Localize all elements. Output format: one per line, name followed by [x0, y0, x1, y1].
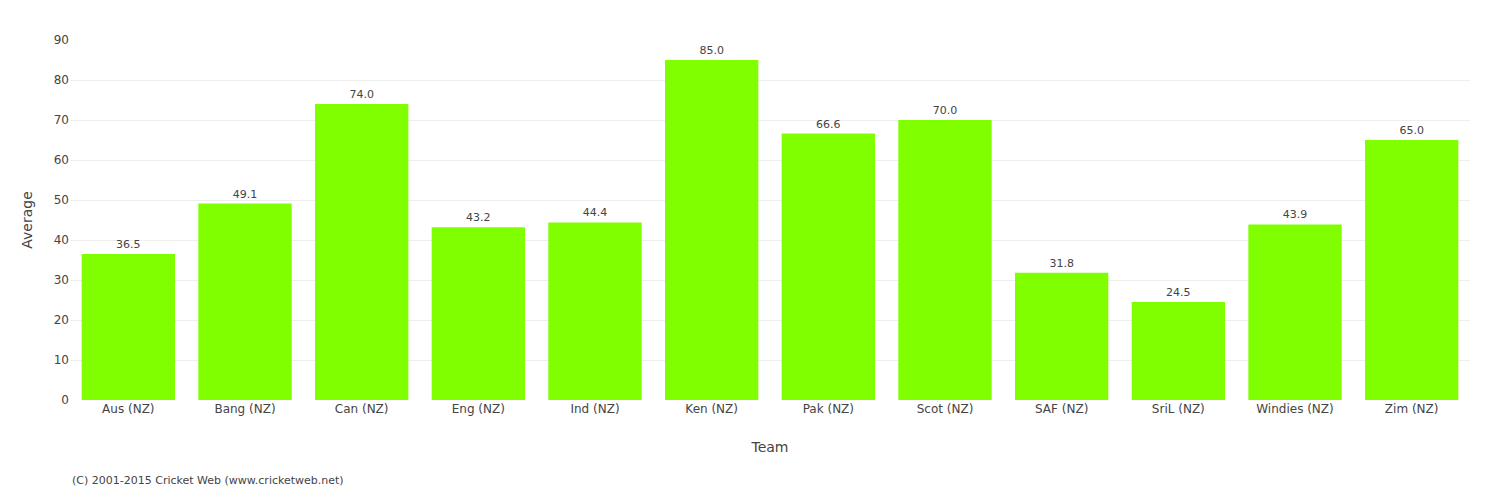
- svg-text:43.9: 43.9: [1283, 208, 1308, 221]
- svg-text:31.8: 31.8: [1049, 257, 1074, 270]
- svg-text:Ken (NZ): Ken (NZ): [685, 402, 738, 416]
- svg-text:20: 20: [54, 313, 69, 327]
- svg-text:Team: Team: [750, 439, 788, 455]
- svg-text:50: 50: [54, 193, 69, 207]
- svg-text:0: 0: [61, 393, 69, 407]
- svg-text:60: 60: [54, 153, 69, 167]
- svg-text:70.0: 70.0: [933, 104, 958, 117]
- svg-text:Can (NZ): Can (NZ): [335, 402, 389, 416]
- svg-text:36.5: 36.5: [116, 238, 140, 251]
- svg-text:40: 40: [54, 233, 69, 247]
- svg-text:Pak (NZ): Pak (NZ): [803, 402, 854, 416]
- svg-text:24.5: 24.5: [1166, 286, 1191, 299]
- svg-text:49.1: 49.1: [233, 188, 258, 201]
- svg-text:SAF (NZ): SAF (NZ): [1035, 402, 1088, 416]
- svg-text:Zim (NZ): Zim (NZ): [1385, 402, 1439, 416]
- svg-text:80: 80: [54, 73, 69, 87]
- svg-text:Scot (NZ): Scot (NZ): [917, 402, 974, 416]
- svg-text:(C) 2001-2015 Cricket Web (www: (C) 2001-2015 Cricket Web (www.cricketwe…: [72, 474, 344, 487]
- svg-text:Aus (NZ): Aus (NZ): [102, 402, 154, 416]
- svg-text:Eng (NZ): Eng (NZ): [452, 402, 505, 416]
- svg-text:70: 70: [54, 113, 69, 127]
- svg-text:85.0: 85.0: [699, 44, 724, 57]
- svg-text:Windies (NZ): Windies (NZ): [1256, 402, 1334, 416]
- svg-text:74.0: 74.0: [349, 88, 374, 101]
- svg-text:66.6: 66.6: [816, 118, 841, 131]
- svg-text:65.0: 65.0: [1399, 124, 1424, 137]
- svg-text:SriL (NZ): SriL (NZ): [1152, 402, 1205, 416]
- svg-text:10: 10: [54, 353, 69, 367]
- svg-text:Average: Average: [19, 191, 35, 249]
- svg-text:90: 90: [54, 33, 69, 47]
- svg-text:44.4: 44.4: [583, 206, 608, 219]
- svg-text:Ind (NZ): Ind (NZ): [570, 402, 619, 416]
- svg-text:30: 30: [54, 273, 69, 287]
- svg-text:43.2: 43.2: [466, 211, 491, 224]
- svg-text:Bang (NZ): Bang (NZ): [214, 402, 275, 416]
